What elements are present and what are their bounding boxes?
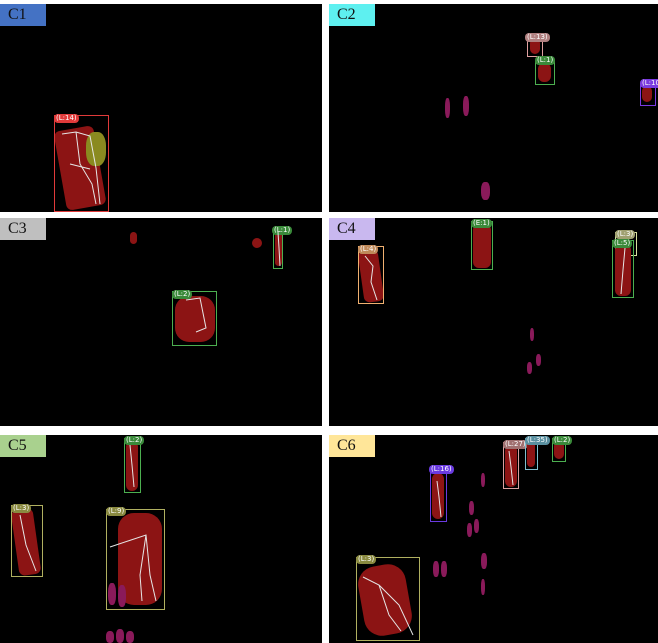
panel-c1: C1 (L:14) <box>0 4 322 212</box>
panel-c6: C6 (L:16) (L:27) (L:35) (L:2) (L:3) <box>329 435 658 643</box>
track-label: (L:5) <box>612 239 633 248</box>
person-mask <box>432 473 444 519</box>
person-mask <box>116 629 124 643</box>
track-label: (L:9) <box>106 507 127 516</box>
person-mask <box>175 296 215 342</box>
track-label: (L:3) <box>356 555 377 564</box>
person-mask <box>445 98 450 118</box>
person-mask <box>481 473 485 487</box>
person-mask <box>118 585 126 607</box>
person-mask <box>538 63 551 82</box>
person-mask <box>536 354 541 366</box>
track-label: (L:13) <box>525 33 550 42</box>
person-mask <box>106 631 114 643</box>
person-mask <box>130 232 137 244</box>
track-label: (E:1) <box>471 219 492 228</box>
person-mask <box>554 441 564 459</box>
track-label: (L:1) <box>535 56 556 65</box>
pose-skeleton <box>362 450 514 636</box>
panel-c3: C3 (L:1) (L:2) <box>0 218 322 426</box>
panel-label-c4: C4 <box>329 218 375 240</box>
person-mask <box>441 561 447 577</box>
person-mask <box>481 182 490 200</box>
person-mask <box>642 86 652 102</box>
person-mask <box>530 328 534 341</box>
track-label: (L:2) <box>172 290 193 299</box>
person-mask <box>527 441 535 467</box>
panel-c2: C2 (L:13) (L:1) (L:10) <box>329 4 658 212</box>
pose-skeleton <box>61 131 101 205</box>
person-mask <box>530 38 540 54</box>
track-label: (L:10) <box>640 79 658 88</box>
panel-label-c1: C1 <box>0 4 46 26</box>
track-label: (L:27) <box>503 440 528 449</box>
person-mask <box>463 96 469 116</box>
track-label: (L:3) <box>615 230 636 239</box>
person-mask <box>108 583 116 605</box>
person-mask <box>481 553 487 569</box>
panel-label-c2: C2 <box>329 4 375 26</box>
panel-label-c5: C5 <box>0 435 46 457</box>
person-bounding-box <box>356 557 420 641</box>
track-label: (L:2) <box>552 436 573 445</box>
track-label: (L:4) <box>358 245 379 254</box>
person-mask <box>474 519 479 533</box>
person-mask <box>527 362 532 374</box>
pose-skeleton <box>185 231 281 333</box>
pose-skeleton <box>19 444 157 602</box>
track-label: (L:16) <box>429 465 454 474</box>
person-mask <box>252 238 262 248</box>
person-mask <box>481 579 485 595</box>
track-label: (L:35) <box>525 436 550 445</box>
person-mask <box>469 501 474 515</box>
track-label: (L:3) <box>11 504 32 513</box>
person-mask <box>467 523 472 537</box>
panel-c4: C4 (L:4) (E:1) (L:3) (L:5) <box>329 218 658 426</box>
track-label: (L:2) <box>124 436 145 445</box>
panel-label-c6: C6 <box>329 435 375 457</box>
person-bounding-box <box>106 509 165 610</box>
person-bounding-box <box>172 291 217 346</box>
person-mask <box>126 631 134 643</box>
track-label: (L:14) <box>54 114 79 123</box>
person-mask <box>473 224 491 268</box>
pose-skeleton <box>364 247 626 301</box>
panel-c5: C5 (L:2) (L:3) (L:9) <box>0 435 322 643</box>
person-bounding-box <box>54 115 109 212</box>
track-label: (L:1) <box>272 226 293 235</box>
person-mask <box>433 561 439 577</box>
panel-label-c3: C3 <box>0 218 46 240</box>
